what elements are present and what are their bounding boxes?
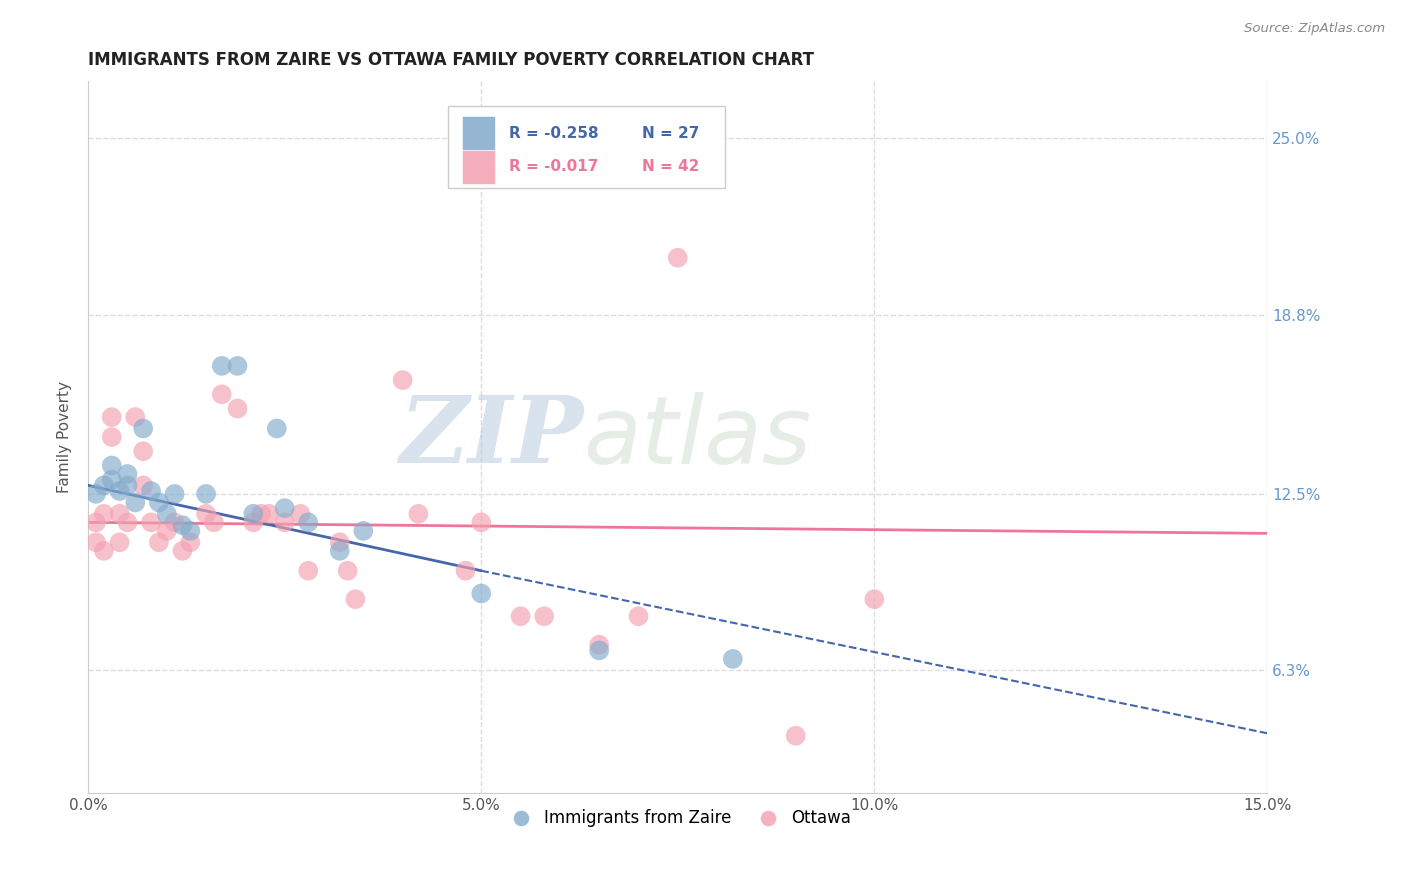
Point	[163, 487, 186, 501]
Legend: Immigrants from Zaire, Ottawa: Immigrants from Zaire, Ottawa	[498, 803, 858, 834]
FancyBboxPatch shape	[463, 116, 495, 151]
Point	[721, 652, 744, 666]
Point	[117, 478, 139, 492]
Point	[195, 487, 218, 501]
Point	[172, 543, 194, 558]
Point	[139, 484, 162, 499]
Point	[84, 487, 107, 501]
FancyBboxPatch shape	[463, 150, 495, 184]
Point	[533, 609, 555, 624]
Point	[273, 501, 295, 516]
Point	[156, 524, 179, 538]
Point	[242, 516, 264, 530]
Point	[863, 592, 886, 607]
Point	[336, 564, 359, 578]
Point	[124, 410, 146, 425]
Point	[329, 543, 352, 558]
Point	[93, 507, 115, 521]
Point	[100, 458, 122, 473]
Point	[100, 473, 122, 487]
Point	[117, 516, 139, 530]
Point	[666, 251, 689, 265]
Point	[179, 524, 201, 538]
Text: R = -0.258: R = -0.258	[509, 126, 599, 141]
Point	[148, 535, 170, 549]
Point	[100, 410, 122, 425]
Point	[163, 516, 186, 530]
Text: Source: ZipAtlas.com: Source: ZipAtlas.com	[1244, 22, 1385, 36]
Text: atlas: atlas	[583, 392, 811, 483]
Point	[470, 586, 492, 600]
Point	[257, 507, 280, 521]
Point	[211, 359, 233, 373]
Point	[108, 507, 131, 521]
Point	[202, 516, 225, 530]
Point	[226, 359, 249, 373]
Point	[93, 543, 115, 558]
Point	[226, 401, 249, 416]
Point	[509, 609, 531, 624]
Point	[93, 478, 115, 492]
Point	[588, 638, 610, 652]
Point	[454, 564, 477, 578]
Point	[132, 421, 155, 435]
Point	[344, 592, 367, 607]
Text: ZIP: ZIP	[399, 392, 583, 482]
Point	[297, 564, 319, 578]
Point	[297, 516, 319, 530]
Point	[211, 387, 233, 401]
Text: N = 27: N = 27	[643, 126, 700, 141]
Point	[172, 518, 194, 533]
Point	[108, 484, 131, 499]
Point	[108, 535, 131, 549]
Point	[179, 535, 201, 549]
Point	[84, 535, 107, 549]
Point	[195, 507, 218, 521]
Point	[785, 729, 807, 743]
Point	[117, 467, 139, 481]
Text: R = -0.017: R = -0.017	[509, 159, 599, 174]
Point	[124, 495, 146, 509]
Point	[329, 535, 352, 549]
Point	[352, 524, 374, 538]
Point	[84, 516, 107, 530]
Point	[148, 495, 170, 509]
Point	[470, 516, 492, 530]
Point	[100, 430, 122, 444]
Point	[250, 507, 273, 521]
Point	[156, 507, 179, 521]
Point	[627, 609, 650, 624]
Text: N = 42: N = 42	[643, 159, 700, 174]
Point	[132, 478, 155, 492]
Point	[242, 507, 264, 521]
Y-axis label: Family Poverty: Family Poverty	[58, 381, 72, 493]
Point	[266, 421, 288, 435]
Point	[132, 444, 155, 458]
Point	[290, 507, 312, 521]
Text: IMMIGRANTS FROM ZAIRE VS OTTAWA FAMILY POVERTY CORRELATION CHART: IMMIGRANTS FROM ZAIRE VS OTTAWA FAMILY P…	[89, 51, 814, 69]
Point	[588, 643, 610, 657]
Point	[139, 516, 162, 530]
Point	[391, 373, 413, 387]
Point	[273, 516, 295, 530]
Point	[408, 507, 430, 521]
FancyBboxPatch shape	[449, 106, 725, 188]
